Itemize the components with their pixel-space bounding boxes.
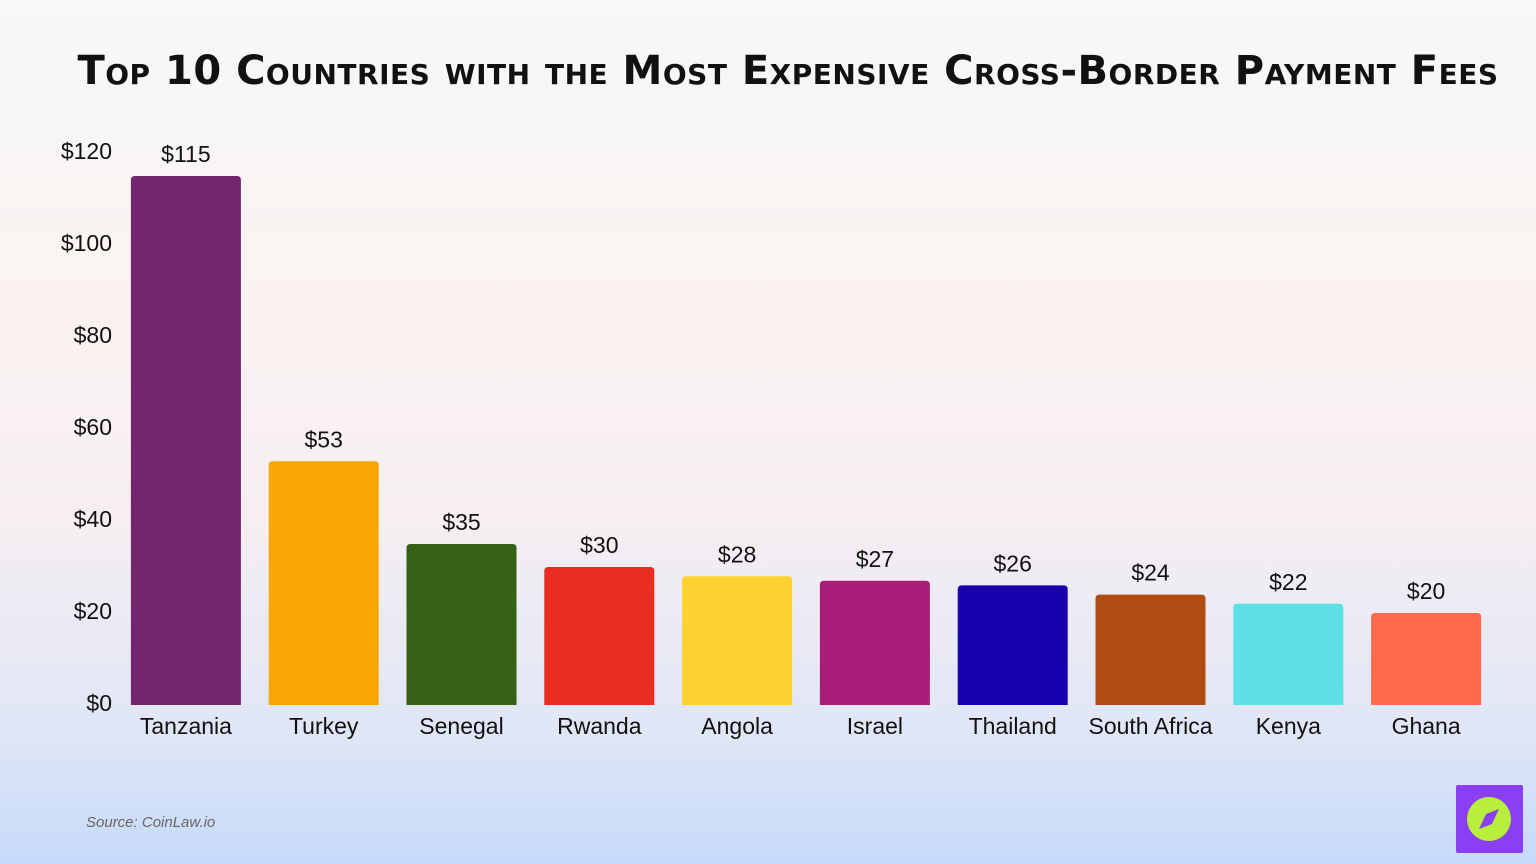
x-tick-label: Angola [701, 713, 773, 739]
value-label: $28 [718, 541, 756, 567]
bar [130, 176, 241, 705]
x-tick-label: Israel [847, 713, 903, 739]
bar [268, 461, 379, 705]
x-tick-label: Ghana [1392, 713, 1461, 739]
y-tick-label: $20 [74, 598, 112, 624]
y-tick-label: $0 [86, 690, 112, 716]
logo-needle [1479, 809, 1499, 829]
x-tick-label: Tanzania [140, 713, 232, 739]
x-tick-label: Senegal [419, 713, 503, 739]
bar [682, 576, 793, 705]
value-label: $30 [580, 532, 618, 558]
chart-title: Top 10 Countries with the Most Expensive… [77, 48, 1498, 94]
value-label: $27 [856, 546, 894, 572]
source: Source: CoinLaw.io [86, 814, 215, 831]
y-tick-label: $60 [74, 414, 112, 440]
bar [819, 580, 930, 705]
logo [1456, 785, 1523, 853]
value-label: $24 [1131, 560, 1170, 586]
x-tick-label: Rwanda [557, 713, 642, 739]
value-label: $26 [994, 550, 1032, 576]
bar [1233, 603, 1344, 705]
bar [544, 567, 655, 705]
x-tick-label: Kenya [1256, 713, 1321, 739]
y-tick-label: $100 [61, 230, 112, 256]
value-label: $115 [161, 141, 210, 167]
bar [1371, 613, 1482, 705]
bar [957, 585, 1068, 705]
x-tick-label: South Africa [1088, 713, 1212, 739]
y-tick-label: $80 [74, 322, 112, 348]
y-tick-label: $120 [61, 138, 112, 164]
x-tick-label: Turkey [289, 713, 359, 739]
value-label: $35 [442, 509, 480, 535]
y-tick-label: $40 [74, 506, 112, 532]
x-tick-label: Thailand [969, 713, 1057, 739]
value-label: $22 [1269, 569, 1307, 595]
bar [1095, 594, 1206, 705]
bar [406, 544, 517, 705]
value-label: $20 [1407, 578, 1445, 604]
value-label: $53 [305, 426, 343, 452]
